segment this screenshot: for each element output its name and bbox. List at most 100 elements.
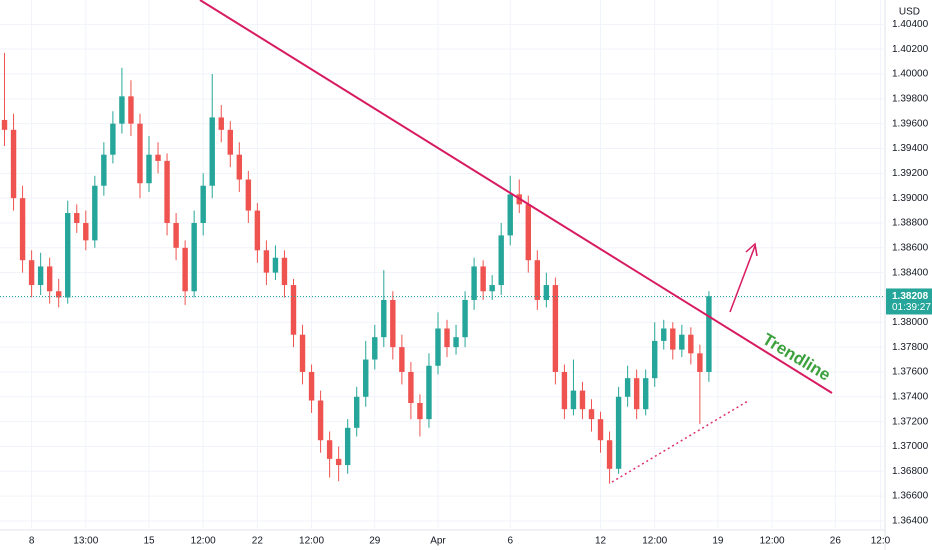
candle-body xyxy=(37,266,44,286)
x-tick-label: 13:00 xyxy=(73,536,98,547)
y-tick-label: 1.39600 xyxy=(892,118,929,129)
candle-body xyxy=(670,328,676,350)
candle-body xyxy=(435,328,441,366)
countdown-label: 01:39:27 xyxy=(892,302,931,313)
candle-body xyxy=(372,337,378,360)
candle-body xyxy=(688,334,694,354)
candle-body xyxy=(272,257,279,273)
currency-label: USD xyxy=(899,7,920,18)
y-tick-label: 1.37800 xyxy=(892,342,929,353)
candle-body xyxy=(642,378,649,410)
x-tick-label: 26 xyxy=(830,536,842,547)
x-tick-label: 12:00 xyxy=(642,536,667,547)
plot xyxy=(0,0,885,530)
y-tick-label: 1.39200 xyxy=(892,168,929,179)
candle-body xyxy=(290,285,297,335)
candle-body xyxy=(344,427,351,466)
y-tick-label: 1.37000 xyxy=(892,441,929,452)
candle-body xyxy=(173,222,179,248)
candle-body xyxy=(335,458,342,466)
y-tick-label: 1.38800 xyxy=(892,218,929,229)
y-tick-label: 1.40000 xyxy=(892,69,929,80)
candle-body xyxy=(191,222,197,292)
candle-body xyxy=(65,213,71,298)
candle-body xyxy=(74,213,80,223)
x-tick-label: 6 xyxy=(507,536,513,547)
candle-body xyxy=(498,235,504,286)
candle-body xyxy=(55,291,62,298)
candle-body xyxy=(119,96,125,124)
y-tick-label: 1.39000 xyxy=(892,193,929,204)
y-tick-label: 1.37200 xyxy=(892,416,929,427)
candle-body xyxy=(128,96,134,124)
x-tick-label: 12 xyxy=(595,536,607,547)
candle-body xyxy=(390,299,396,348)
candle-body xyxy=(525,204,531,261)
candle-body xyxy=(444,328,450,348)
candle-body xyxy=(588,409,595,420)
candle-body xyxy=(146,154,152,184)
candle-body xyxy=(507,194,513,236)
candle-body xyxy=(706,296,712,372)
y-tick-label: 1.40400 xyxy=(892,19,929,30)
candle-body xyxy=(381,299,387,338)
y-tick-label: 1.37600 xyxy=(892,367,929,378)
x-tick-label: 15 xyxy=(143,536,155,547)
arrow-shaft xyxy=(729,245,756,313)
candle-body xyxy=(633,378,640,410)
y-tick-label: 1.38400 xyxy=(892,267,929,278)
y-tick-label: 1.36600 xyxy=(892,491,929,502)
support-line xyxy=(611,400,749,483)
candle-body xyxy=(417,402,423,420)
candle-body xyxy=(299,334,306,372)
x-tick-label: 12:00 xyxy=(191,536,216,547)
x-tick-label: 12:0 xyxy=(871,536,891,547)
candle-body xyxy=(245,179,252,211)
x-tick-label: 22 xyxy=(252,536,264,547)
candle-body xyxy=(92,185,98,241)
candle-body xyxy=(399,347,405,372)
candle-body xyxy=(363,359,369,397)
x-tick-label: Apr xyxy=(430,536,446,547)
candle-body xyxy=(354,396,360,428)
candle-body xyxy=(254,210,261,251)
candle-body xyxy=(164,160,170,223)
candle-body xyxy=(570,390,577,410)
candle-body xyxy=(227,129,233,155)
candle-body xyxy=(606,440,613,469)
candle-body xyxy=(200,185,206,223)
candle-body xyxy=(236,154,243,180)
candle-body xyxy=(652,340,658,379)
candle-body xyxy=(480,266,486,292)
candle-body xyxy=(408,371,414,403)
candle-body xyxy=(615,396,622,469)
candle-body xyxy=(19,198,26,261)
candle-body xyxy=(28,260,35,286)
candle-body xyxy=(552,285,559,372)
candle-body xyxy=(453,337,459,348)
candle-body xyxy=(110,123,116,155)
candle-body xyxy=(46,266,53,292)
candle-body xyxy=(426,365,432,420)
y-tick-label: 1.38000 xyxy=(892,317,929,328)
x-tick-label: 12:00 xyxy=(760,536,785,547)
last-price-label: 1.38208 xyxy=(892,291,929,302)
candle-body xyxy=(218,117,224,130)
candle-body xyxy=(317,400,324,441)
candle-body xyxy=(1,119,8,130)
candle-body xyxy=(83,222,89,241)
candle-body xyxy=(697,353,703,372)
y-tick-label: 1.38600 xyxy=(892,242,929,253)
x-tick-label: 29 xyxy=(369,536,381,547)
candle-body xyxy=(597,419,604,441)
candle-body xyxy=(182,247,188,292)
trendline xyxy=(199,0,833,394)
candle-body xyxy=(281,257,288,286)
price-axis-bg xyxy=(885,0,932,550)
candle-body xyxy=(137,123,143,184)
candle-body xyxy=(10,129,17,199)
x-tick-label: 19 xyxy=(712,536,724,547)
candle-body xyxy=(209,117,215,186)
